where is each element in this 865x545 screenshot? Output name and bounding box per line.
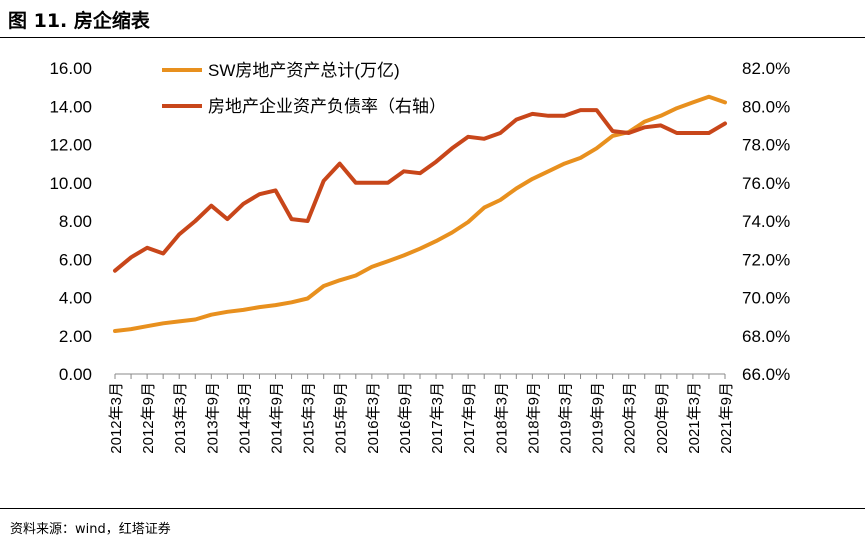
x-tick-label: 2013年3月: [172, 382, 189, 454]
x-tick-label: 2019年3月: [557, 382, 574, 454]
legend-label-1: SW房地产资产总计(万亿): [208, 61, 400, 80]
y-right-tick-label: 70.0%: [742, 289, 790, 308]
y-left-tick-label: 8.00: [59, 212, 92, 231]
y-left-tick-label: 2.00: [59, 327, 92, 346]
y-right-tick-label: 78.0%: [742, 136, 790, 155]
y-left-tick-label: 6.00: [59, 250, 92, 269]
x-tick-label: 2018年9月: [525, 382, 542, 454]
x-tick-label: 2014年3月: [236, 382, 253, 454]
bottom-rule: [0, 508, 865, 509]
top-rule: [0, 37, 865, 38]
chart-legend: SW房地产资产总计(万亿) 房地产企业资产负债率（右轴）: [162, 61, 446, 116]
series-line-2: [113, 108, 727, 273]
y-left-tick-label: 16.00: [49, 59, 92, 78]
y-left-tick-label: 0.00: [59, 365, 92, 384]
x-tick-label: 2019年9月: [590, 382, 607, 454]
x-tick-label: 2020年9月: [654, 382, 671, 454]
x-tick-label: 2016年9月: [397, 382, 414, 454]
figure-title: 图 11. 房企缩表: [8, 10, 150, 32]
x-tick-label: 2012年3月: [108, 382, 125, 454]
x-tick-label: 2014年9月: [269, 382, 286, 454]
y-right-tick-label: 74.0%: [742, 212, 790, 231]
y-right-tick-label: 82.0%: [742, 59, 790, 78]
y-right-tick-label: 76.0%: [742, 174, 790, 193]
chart-axes: 0.00 2.00 4.00 6.00 8.00 10.00 12.00 14.00 16.00…: [49, 59, 790, 454]
y-left-tick-label: 14.00: [49, 97, 92, 116]
x-tick-label: 2013年9月: [204, 382, 221, 454]
x-tick-label: 2018年3月: [493, 382, 510, 454]
x-tick-label: 2021年3月: [686, 382, 703, 454]
y-right-tick-label: 72.0%: [742, 250, 790, 269]
x-tick-label: 2017年3月: [429, 382, 446, 454]
x-tick-label: 2015年3月: [301, 382, 318, 454]
x-tick-label: 2017年9月: [461, 382, 478, 454]
y-left-tick-label: 12.00: [49, 136, 92, 155]
y-left-tick-label: 4.00: [59, 289, 92, 308]
y-right-tick-label: 68.0%: [742, 327, 790, 346]
chart-lines: [113, 94, 727, 333]
x-tick-label: 2015年9月: [333, 382, 350, 454]
y-left-tick-label: 10.00: [49, 174, 92, 193]
x-tick-label: 2021年9月: [718, 382, 735, 454]
x-tick-label: 2020年3月: [622, 382, 639, 454]
legend-label-2: 房地产企业资产负债率（右轴）: [208, 97, 446, 116]
x-tick-label: 2012年9月: [140, 382, 157, 454]
y-right-tick-label: 66.0%: [742, 365, 790, 384]
x-tick-label: 2016年3月: [365, 382, 382, 454]
source-note: 资料来源：wind，红塔证券: [10, 522, 171, 537]
y-right-tick-label: 80.0%: [742, 97, 790, 116]
